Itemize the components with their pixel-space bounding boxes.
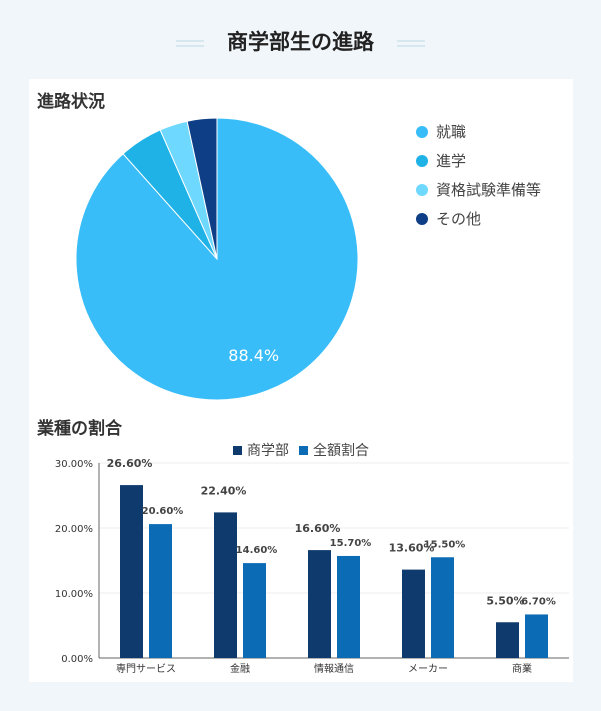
x-tick-label: メーカー: [408, 663, 448, 675]
bar-legend: 商学部 全額割合: [29, 440, 573, 460]
bar-data-label-1-0: 22.40%: [201, 484, 247, 497]
y-tick-label: 30.00%: [55, 459, 93, 470]
pie-chart-title: 進路状況: [37, 92, 105, 112]
y-tick-label: 0.00%: [61, 654, 93, 665]
bar-data-label-4-0: 5.50%: [486, 594, 524, 607]
legend-label: 進学: [436, 152, 467, 170]
bar-4-0: [496, 622, 519, 658]
pie-legend: 就職進学資格試験準備等 その他: [416, 117, 541, 233]
bar-data-label-3-0: 13.60%: [389, 542, 435, 555]
legend-swatch: [233, 445, 242, 455]
legend-swatch: [416, 125, 428, 138]
y-tick-label: 10.00%: [55, 589, 93, 600]
pie-legend-item-2: 資格試験準備等: [416, 175, 541, 204]
legend-label: 資格試験準備等: [436, 181, 542, 199]
pie-chart: 88.4%: [75, 117, 359, 400]
x-tick-label: 専門サービス: [116, 663, 176, 675]
x-tick-label: 情報通信: [314, 662, 354, 675]
bar-data-label-2-0: 16.60%: [295, 522, 341, 535]
y-tick-label: 20.00%: [55, 524, 93, 535]
title-decoration-right: [397, 40, 425, 47]
bar-data-label-2-1: 15.70%: [330, 538, 372, 549]
x-tick-label: 商業: [512, 662, 532, 675]
bar-0-0: [120, 485, 143, 658]
bar-chart-title: 業種の割合: [37, 419, 122, 439]
legend-label: その他: [436, 210, 482, 228]
legend-swatch: [416, 212, 428, 225]
title-decoration-left: [176, 40, 204, 47]
legend-swatch: [416, 154, 428, 167]
page-title: 商学部生の進路: [227, 30, 374, 54]
bar-1-0: [214, 512, 237, 658]
pie-slice-3: [186, 117, 218, 260]
bar-legend-item-0: 商学部: [233, 440, 289, 460]
pie-legend-item-1: 進学: [416, 146, 541, 175]
bar-3-1: [431, 557, 454, 658]
bar-0-1: [149, 524, 172, 658]
pie-data-label-0: 88.4%: [228, 346, 279, 365]
bar-2-0: [308, 550, 331, 658]
bar-data-label-1-1: 14.60%: [236, 545, 278, 556]
pie-legend-item-3: その他: [416, 204, 541, 233]
bar-chart-panel: 業種の割合 商学部 全額割合 0.00% 10.00% 20.00% 30.00% 26.…: [29, 400, 573, 682]
legend-swatch: [299, 445, 308, 455]
bar-data-label-0-0: 26.60%: [107, 457, 153, 470]
bar-data-label-3-1: 15.50%: [424, 539, 466, 550]
pie-chart-panel: 進路状況 88.4% 就職進学資格試験準備等 その他: [29, 79, 573, 400]
legend-label: 全額割合: [313, 443, 369, 459]
bar-data-label-4-1: 6.70%: [521, 596, 556, 607]
bar-data-label-0-1: 20.60%: [142, 506, 184, 517]
legend-swatch: [416, 183, 428, 196]
legend-label: 就職: [436, 123, 467, 141]
bar-legend-item-1: 全額割合: [299, 440, 369, 460]
x-tick-label: 金融: [230, 662, 250, 675]
bar-chart: 0.00% 10.00% 20.00% 30.00% 26.60% 20.60% 専門サービ…: [55, 457, 569, 675]
pie-legend-item-0: 就職: [416, 117, 541, 146]
page-header: 商学部生の進路: [0, 22, 601, 62]
bar-4-1: [525, 614, 548, 658]
legend-label: 商学部: [247, 443, 289, 459]
bar-2-1: [337, 555, 360, 658]
bar-3-0: [402, 569, 425, 658]
bar-1-1: [243, 563, 266, 658]
